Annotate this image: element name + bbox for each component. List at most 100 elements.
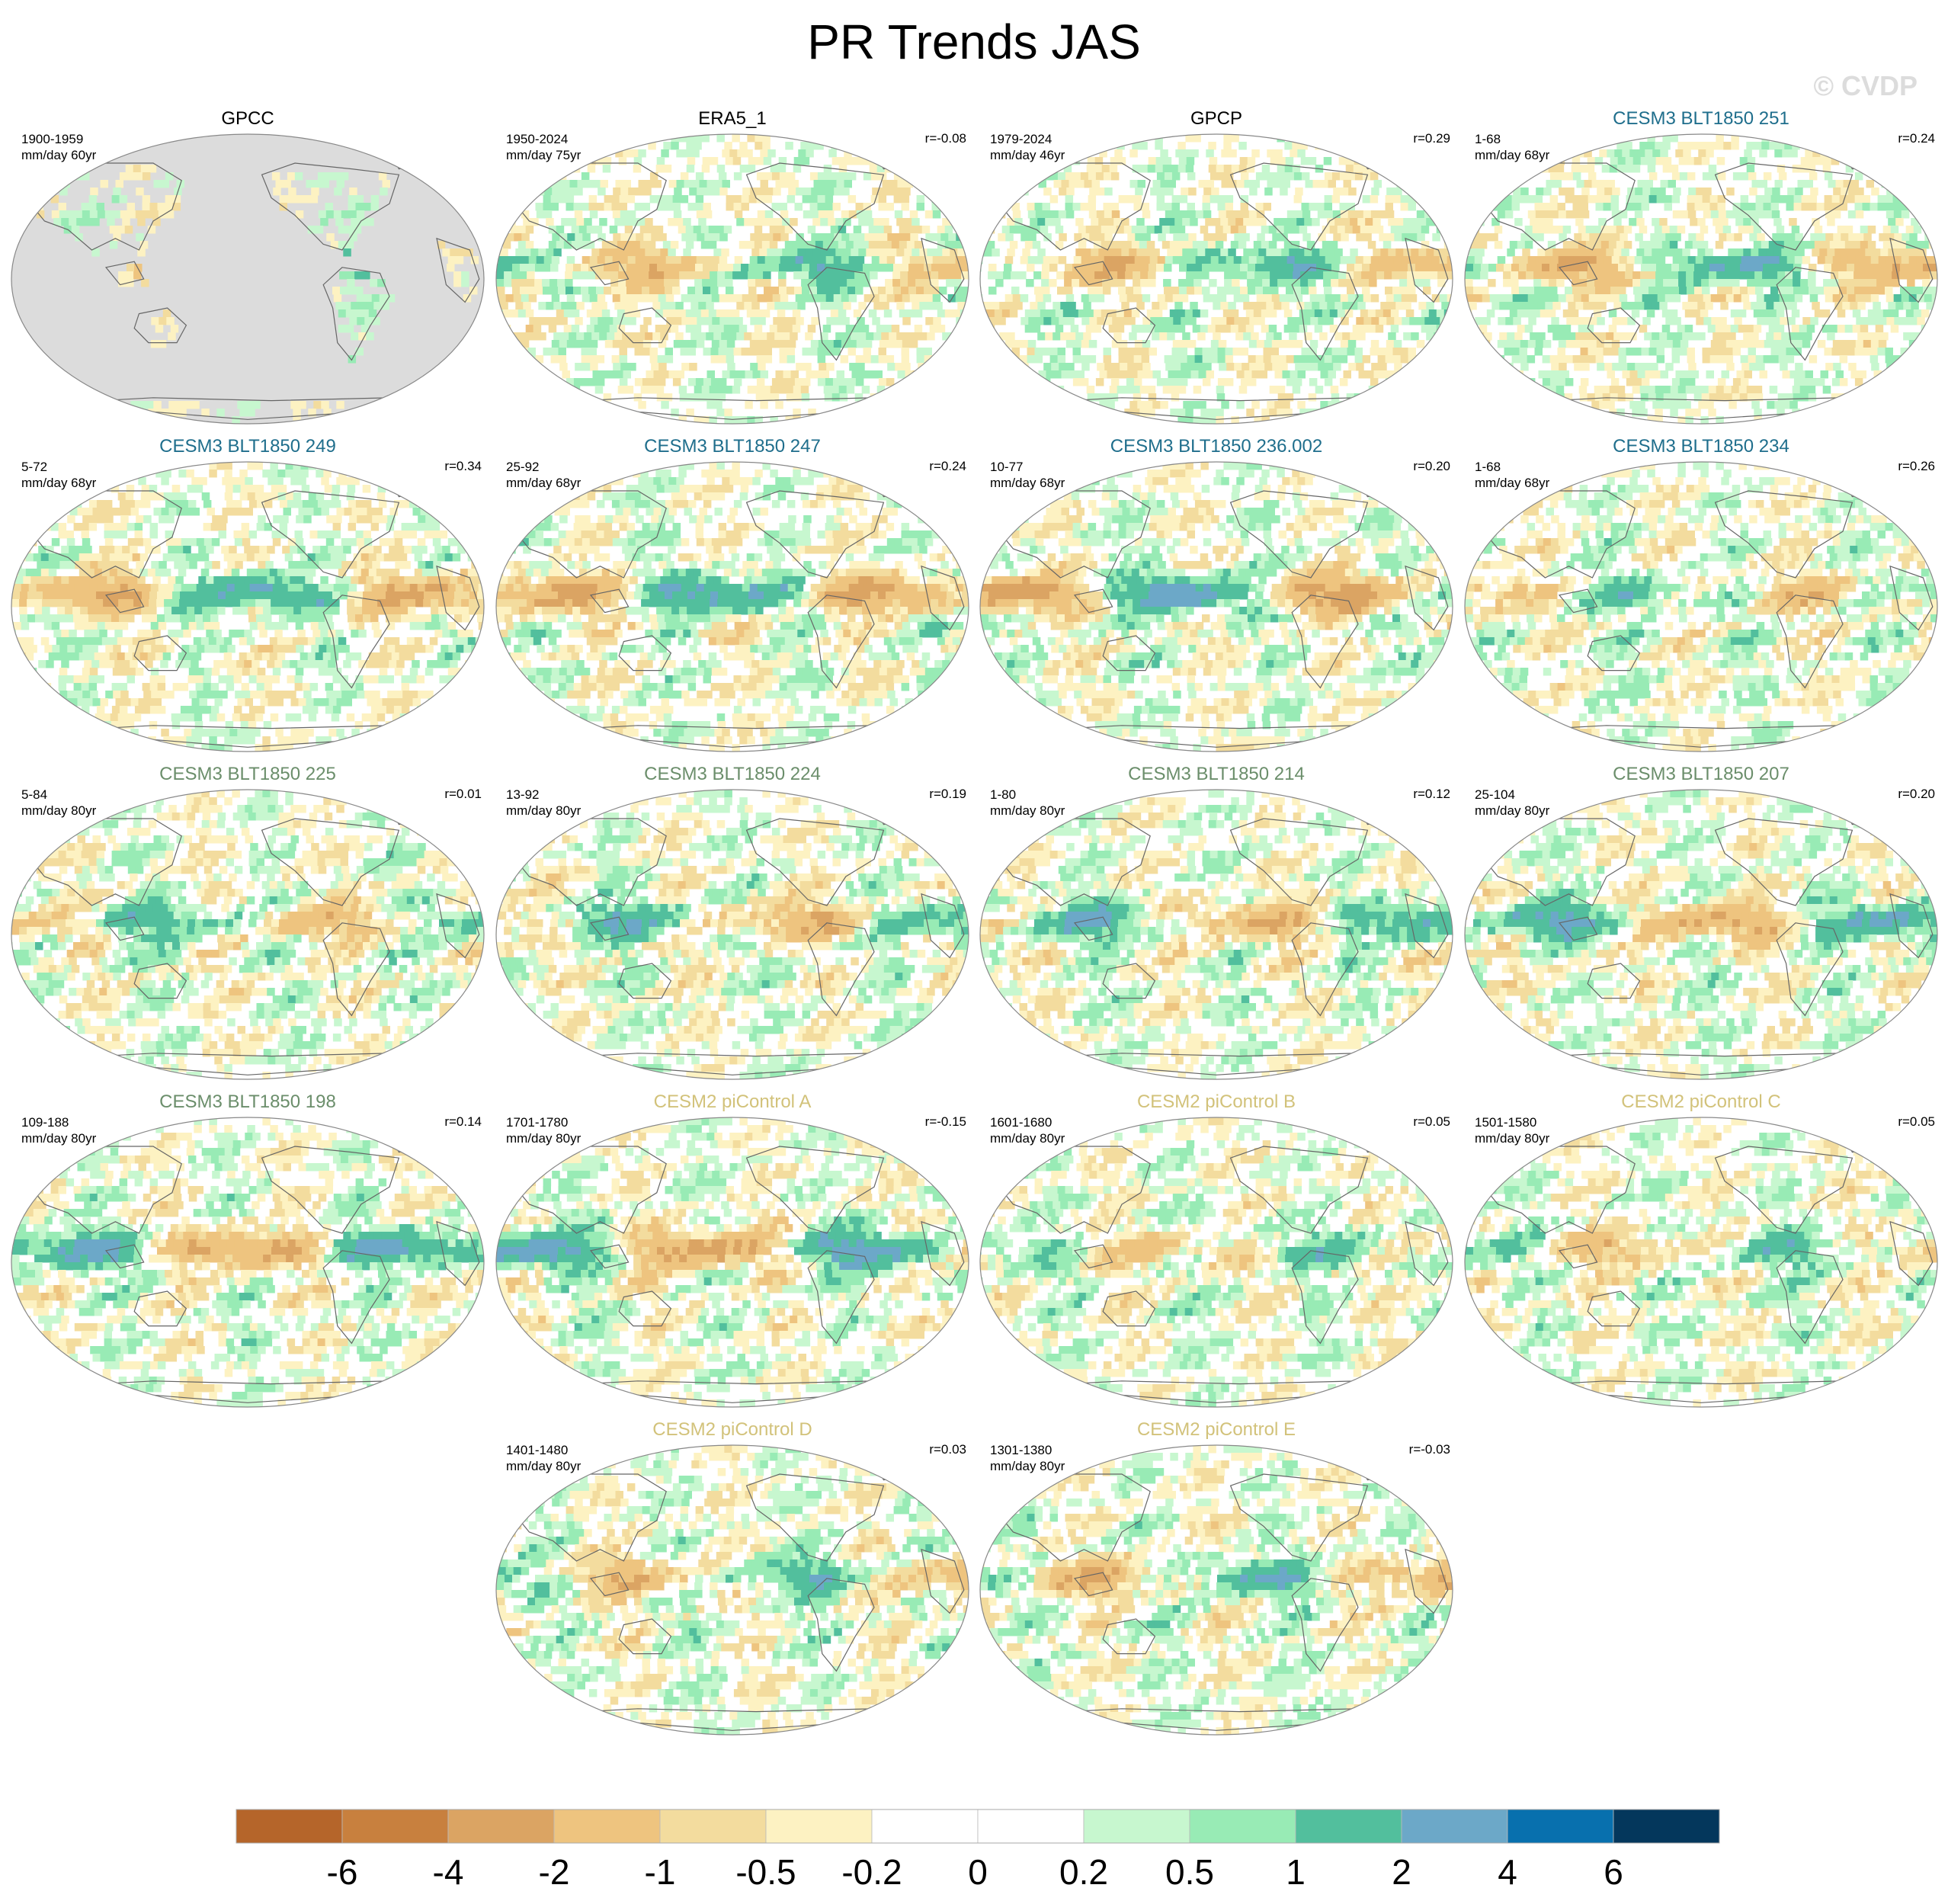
- map-svg: [11, 1117, 485, 1408]
- period-label: 1501-1580: [1475, 1114, 1549, 1130]
- colorbar-swatch: [765, 1809, 873, 1844]
- map-svg: [11, 461, 485, 752]
- colorbar-swatch: [553, 1809, 661, 1844]
- map-svg: [1464, 789, 1938, 1080]
- panel-period: 109-188 mm/day 80yr: [21, 1114, 96, 1146]
- colorbar-tick-label: -0.5: [735, 1852, 796, 1892]
- map-border: [979, 461, 1453, 752]
- colorbar-swatch: [871, 1809, 979, 1844]
- trend-field: [1465, 790, 1937, 1079]
- map-svg: [495, 1444, 969, 1736]
- map-svg: [979, 789, 1453, 1080]
- colorbar-swatch: [447, 1809, 555, 1844]
- map-panel: CESM3 BLT1850 207 25-104 mm/day 80yr r=0.20: [1461, 764, 1941, 1091]
- trend-unit-label: mm/day 80yr: [506, 1130, 581, 1146]
- trend-unit-label: mm/day 75yr: [506, 147, 581, 163]
- colorbar: -6 -4 -2 -1 -0.5 -0.2 0 0.2 0.5 1 2 4 6: [235, 1809, 1720, 1892]
- map-border: [11, 1117, 485, 1408]
- map-svg: [979, 461, 1453, 752]
- panel-title: CESM3 BLT1850 249: [8, 436, 488, 457]
- colorbar-frame: [235, 1809, 1720, 1844]
- map-svg: [495, 789, 969, 1080]
- pattern-correlation: r=0.01: [444, 787, 482, 802]
- period-label: 13-92: [506, 787, 581, 803]
- trend-field: [496, 1117, 969, 1407]
- pattern-correlation: r=0.34: [444, 459, 482, 474]
- trend-unit-label: mm/day 46yr: [990, 147, 1065, 163]
- colorbar-swatch: [977, 1809, 1085, 1844]
- chart-title: PR Trends JAS: [0, 14, 1948, 70]
- panel-period: 1950-2024 mm/day 75yr: [506, 131, 581, 163]
- colorbar-tick-label: -0.2: [841, 1852, 902, 1892]
- map-panel: CESM3 BLT1850 225 5-84 mm/day 80yr r=0.01: [8, 764, 488, 1091]
- panel-title: CESM3 BLT1850 251: [1461, 108, 1941, 130]
- trend-unit-label: mm/day 68yr: [990, 475, 1065, 491]
- trend-unit-label: mm/day 80yr: [506, 1458, 581, 1474]
- colorbar-swatch: [1507, 1809, 1614, 1844]
- panel-period: 10-77 mm/day 68yr: [990, 459, 1065, 491]
- pattern-correlation: r=-0.03: [1409, 1442, 1450, 1457]
- map-border: [11, 461, 485, 752]
- map-svg: [1464, 133, 1938, 425]
- period-label: 1-68: [1475, 131, 1549, 147]
- period-label: 5-72: [21, 459, 96, 475]
- map-panel: GPCP 1979-2024 mm/day 46yr r=0.29: [976, 108, 1456, 436]
- panel-period: 5-72 mm/day 68yr: [21, 459, 96, 491]
- map-panel: CESM2 piControl C 1501-1580 mm/day 80yr r=0…: [1461, 1091, 1941, 1419]
- map-panel: CESM2 piControl B 1601-1680 mm/day 80yr r=0…: [976, 1091, 1456, 1419]
- panel-period: 1-68 mm/day 68yr: [1475, 459, 1549, 491]
- period-label: 1601-1680: [990, 1114, 1065, 1130]
- period-label: 1979-2024: [990, 131, 1065, 147]
- trend-unit-label: mm/day 80yr: [1475, 1130, 1549, 1146]
- colorbar-swatch: [1083, 1809, 1190, 1844]
- map-border: [1464, 461, 1938, 752]
- map-svg: [11, 133, 485, 425]
- pattern-correlation: r=0.05: [1898, 1114, 1935, 1130]
- panel-period: 25-92 mm/day 68yr: [506, 459, 581, 491]
- panel-title: CESM2 piControl E: [976, 1419, 1456, 1441]
- map-panel: CESM3 BLT1850 198 109-188 mm/day 80yr r=0.1…: [8, 1091, 488, 1419]
- map-panel: GPCC 1900-1959 mm/day 60yr: [8, 108, 488, 436]
- panel-title: CESM3 BLT1850 214: [976, 764, 1456, 785]
- map-panel: CESM3 BLT1850 249 5-72 mm/day 68yr r=0.34: [8, 436, 488, 764]
- panel-title: GPCC: [8, 108, 488, 130]
- map-panel: CESM2 piControl A 1701-1780 mm/day 80yr r=-…: [492, 1091, 972, 1419]
- colorbar-tick-label: 0: [968, 1852, 988, 1892]
- colorbar-tick-label: 2: [1392, 1852, 1411, 1892]
- map-border: [979, 133, 1453, 425]
- trend-unit-label: mm/day 80yr: [506, 803, 581, 819]
- map-svg: [11, 789, 485, 1080]
- panel-title: CESM3 BLT1850 207: [1461, 764, 1941, 785]
- panel-title: CESM2 piControl D: [492, 1419, 972, 1441]
- trend-unit-label: mm/day 68yr: [506, 475, 581, 491]
- watermark: © CVDP: [1813, 70, 1918, 102]
- pattern-correlation: r=0.29: [1413, 131, 1450, 146]
- map-svg: [1464, 1117, 1938, 1408]
- colorbar-tick-label: 4: [1498, 1852, 1517, 1892]
- trend-unit-label: mm/day 80yr: [990, 1458, 1065, 1474]
- map-svg: [495, 133, 969, 425]
- panel-period: 1701-1780 mm/day 80yr: [506, 1114, 581, 1146]
- panel-period: 1301-1380 mm/day 80yr: [990, 1442, 1065, 1474]
- colorbar-swatch: [1189, 1809, 1296, 1844]
- trend-unit-label: mm/day 60yr: [21, 147, 96, 163]
- trend-field: [496, 1445, 969, 1735]
- map-panel: CESM3 BLT1850 224 13-92 mm/day 80yr r=0.19: [492, 764, 972, 1091]
- colorbar-tick-label: 0.2: [1059, 1852, 1108, 1892]
- colorbar-swatch: [1401, 1809, 1508, 1844]
- panel-period: 5-84 mm/day 80yr: [21, 787, 96, 819]
- panel-period: 1900-1959 mm/day 60yr: [21, 131, 96, 163]
- colorbar-swatch: [1613, 1809, 1720, 1844]
- period-label: 25-104: [1475, 787, 1549, 803]
- pattern-correlation: r=0.20: [1898, 787, 1935, 802]
- map-panel: ERA5_1 1950-2024 mm/day 75yr r=-0.08: [492, 108, 972, 436]
- panel-period: 1-68 mm/day 68yr: [1475, 131, 1549, 163]
- trend-field: [11, 790, 484, 1079]
- map-border: [979, 1117, 1453, 1408]
- pattern-correlation: r=0.24: [929, 459, 966, 474]
- colorbar-tick-label: -6: [327, 1852, 358, 1892]
- pattern-correlation: r=0.26: [1898, 459, 1935, 474]
- pattern-correlation: r=-0.15: [925, 1114, 966, 1130]
- map-border: [1464, 1117, 1938, 1408]
- period-label: 1900-1959: [21, 131, 96, 147]
